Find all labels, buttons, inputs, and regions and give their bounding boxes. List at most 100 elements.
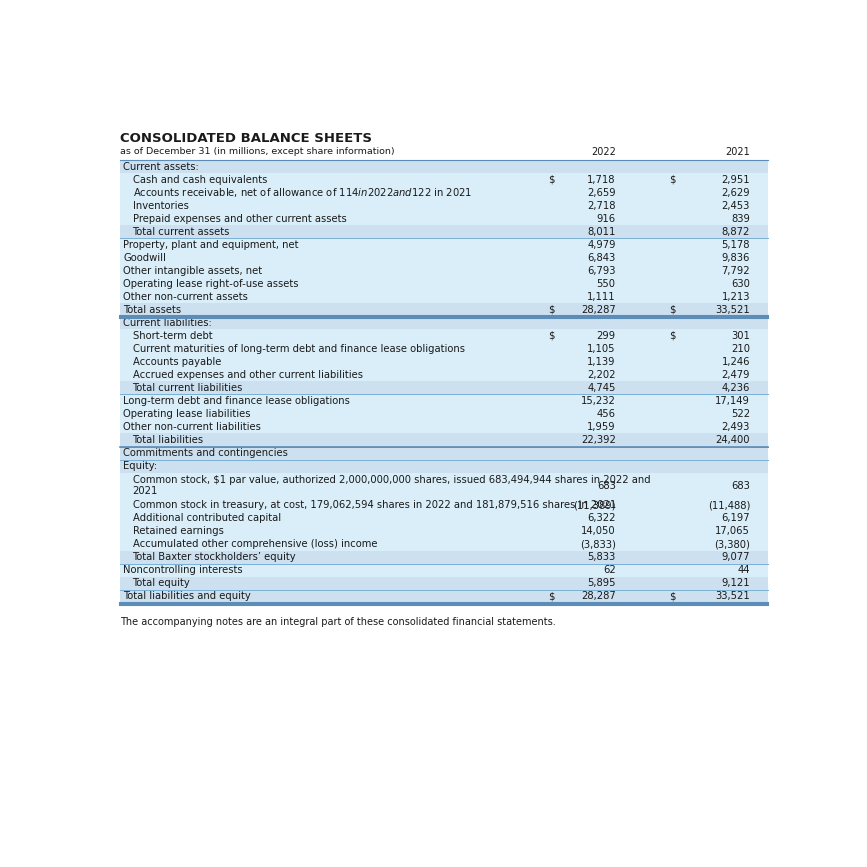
Text: 17,149: 17,149 (715, 396, 750, 406)
Bar (121, 277, 768, 290)
Text: 2021: 2021 (726, 147, 750, 158)
Bar (121, 447, 768, 460)
Text: Other non-current assets: Other non-current assets (123, 292, 248, 302)
Bar (121, 199, 768, 212)
Text: $: $ (669, 591, 676, 601)
Text: Current maturities of long-term debt and finance lease obligations: Current maturities of long-term debt and… (133, 344, 465, 354)
Text: 9,077: 9,077 (721, 552, 750, 562)
Text: 2,493: 2,493 (721, 422, 750, 432)
Bar (121, 381, 768, 394)
Text: Accumulated other comprehensive (loss) income: Accumulated other comprehensive (loss) i… (133, 539, 377, 549)
Bar (121, 407, 768, 420)
Text: Total Baxter stockholders’ equity: Total Baxter stockholders’ equity (133, 552, 297, 562)
Bar (121, 512, 768, 525)
Text: Total current assets: Total current assets (133, 226, 230, 237)
Text: Total equity: Total equity (133, 578, 191, 588)
Text: 15,232: 15,232 (581, 396, 616, 406)
Text: 550: 550 (596, 279, 616, 289)
Text: Inventories: Inventories (133, 200, 188, 211)
Text: 683: 683 (596, 480, 616, 491)
Text: 301: 301 (731, 331, 750, 341)
Text: 1,139: 1,139 (587, 357, 616, 367)
Text: Property, plant and equipment, net: Property, plant and equipment, net (123, 240, 298, 250)
Text: Common stock, $1 par value, authorized 2,000,000,000 shares, issued 683,494,944 : Common stock, $1 par value, authorized 2… (133, 475, 650, 485)
Text: 4,979: 4,979 (587, 240, 616, 250)
Text: Equity:: Equity: (123, 461, 157, 471)
Text: 4,236: 4,236 (721, 383, 750, 393)
Bar (121, 303, 768, 316)
Text: 22,392: 22,392 (581, 435, 616, 445)
Text: 5,895: 5,895 (587, 578, 616, 588)
Text: Current assets:: Current assets: (123, 161, 199, 172)
Text: 2,718: 2,718 (587, 200, 616, 211)
Text: 916: 916 (596, 213, 616, 224)
Text: Other non-current liabilities: Other non-current liabilities (123, 422, 261, 432)
Text: 6,793: 6,793 (587, 266, 616, 276)
Bar (121, 173, 768, 186)
Bar (121, 238, 768, 251)
Text: Accounts receivable, net of allowance of $114 in 2022 and $122 in 2021: Accounts receivable, net of allowance of… (133, 186, 472, 199)
Bar (121, 186, 768, 199)
Text: 2,659: 2,659 (587, 187, 616, 198)
Text: 28,287: 28,287 (581, 591, 616, 601)
Text: 5,178: 5,178 (721, 240, 750, 250)
Text: 630: 630 (731, 279, 750, 289)
Text: 1,718: 1,718 (587, 174, 616, 185)
Text: 1,959: 1,959 (587, 422, 616, 432)
Text: Accrued expenses and other current liabilities: Accrued expenses and other current liabi… (133, 370, 362, 380)
Text: 1,105: 1,105 (587, 344, 616, 354)
Text: 2,951: 2,951 (721, 174, 750, 185)
Text: 24,400: 24,400 (715, 435, 750, 445)
Text: 14,050: 14,050 (581, 526, 616, 536)
Text: Long-term debt and finance lease obligations: Long-term debt and finance lease obligat… (123, 396, 350, 406)
Bar (121, 355, 768, 368)
Text: 28,287: 28,287 (581, 305, 616, 315)
Text: 17,065: 17,065 (715, 526, 750, 536)
Text: Short-term debt: Short-term debt (133, 331, 212, 341)
Bar (121, 420, 768, 434)
Text: $: $ (549, 591, 555, 601)
Text: $: $ (669, 331, 676, 341)
Bar (121, 460, 768, 473)
Text: Total liabilities: Total liabilities (133, 435, 204, 445)
Text: 62: 62 (603, 565, 616, 575)
Text: 6,197: 6,197 (721, 513, 750, 523)
Bar (121, 342, 768, 355)
Text: 6,843: 6,843 (588, 253, 616, 263)
Text: $: $ (549, 174, 555, 185)
Bar (121, 564, 768, 577)
Text: 456: 456 (596, 409, 616, 419)
Text: Noncontrolling interests: Noncontrolling interests (123, 565, 243, 575)
Text: 2021: 2021 (133, 486, 158, 496)
Text: 522: 522 (731, 409, 750, 419)
Text: 33,521: 33,521 (715, 305, 750, 315)
Bar (121, 538, 768, 551)
Text: Total current liabilities: Total current liabilities (133, 383, 243, 393)
Text: 683: 683 (731, 480, 750, 491)
Bar (121, 368, 768, 381)
Text: as of December 31 (in millions, except share information): as of December 31 (in millions, except s… (121, 147, 395, 156)
Text: (11,488): (11,488) (707, 500, 750, 510)
Text: Cash and cash equivalents: Cash and cash equivalents (133, 174, 267, 185)
Text: (3,833): (3,833) (580, 539, 616, 549)
Text: $: $ (669, 174, 676, 185)
Text: Additional contributed capital: Additional contributed capital (133, 513, 281, 523)
Text: 2,453: 2,453 (721, 200, 750, 211)
Text: $: $ (549, 305, 555, 315)
Bar (121, 525, 768, 538)
Text: Commitments and contingencies: Commitments and contingencies (123, 448, 288, 458)
Text: 7,792: 7,792 (721, 266, 750, 276)
Text: 9,836: 9,836 (721, 253, 750, 263)
Text: 8,011: 8,011 (587, 226, 616, 237)
Bar (121, 264, 768, 277)
Text: 2,202: 2,202 (587, 370, 616, 380)
Text: The accompanying notes are an integral part of these consolidated financial stat: The accompanying notes are an integral p… (121, 617, 557, 628)
Text: 1,213: 1,213 (721, 292, 750, 302)
Text: 33,521: 33,521 (715, 591, 750, 601)
Text: 1,111: 1,111 (587, 292, 616, 302)
Text: Retained earnings: Retained earnings (133, 526, 224, 536)
Text: 299: 299 (596, 331, 616, 341)
Text: Goodwill: Goodwill (123, 253, 166, 263)
Bar (121, 577, 768, 590)
Text: 9,121: 9,121 (721, 578, 750, 588)
